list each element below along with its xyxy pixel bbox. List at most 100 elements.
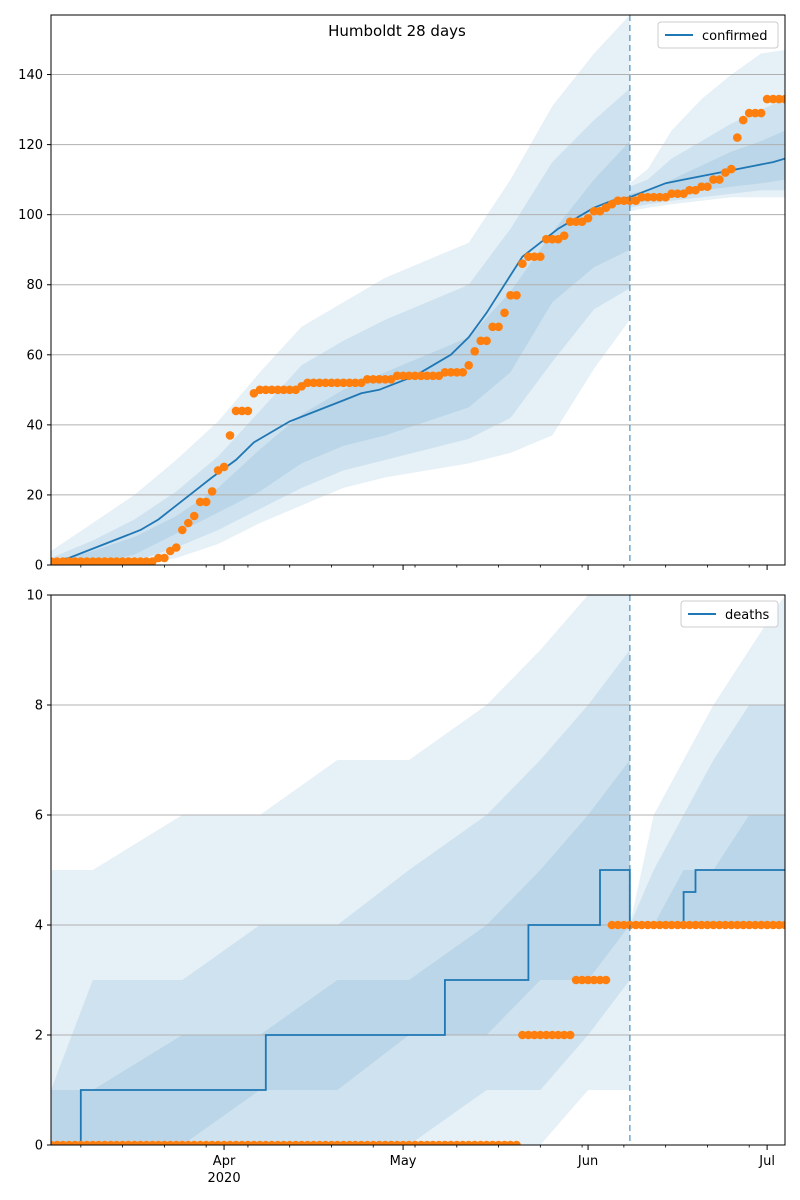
deaths-observed-point [780, 920, 785, 930]
confirmed-observed-point [285, 385, 295, 395]
deaths-ytick-label: 8 [35, 699, 43, 714]
xtick-year-label: 2020 [208, 1171, 241, 1186]
deaths-observed-point [721, 920, 730, 930]
deaths-observed-point [589, 975, 599, 985]
confirmed-observed-point [368, 375, 378, 384]
confirmed-observed-point [154, 553, 163, 563]
confirmed-observed-point [727, 164, 736, 174]
deaths-legend-label: deaths [725, 608, 770, 623]
confirmed-observed-point [345, 378, 354, 388]
confirmed-observed-point [613, 196, 623, 205]
confirmed-observed-point [476, 336, 486, 346]
deaths-band-inner [51, 760, 785, 1145]
confirmed-panel: 0 20 40 60 80 100 120 140 confirmed [18, 14, 786, 574]
deaths-observed-point [691, 920, 700, 930]
confirmed-observed-points [51, 94, 785, 565]
confirmed-observed-point [542, 234, 551, 244]
deaths-band-mid [51, 650, 785, 1145]
confirmed-observed-point [219, 462, 229, 472]
confirmed-observed-point [458, 368, 468, 377]
confirmed-legend: confirmed [657, 21, 779, 49]
confirmed-observed-point [440, 368, 450, 377]
confirmed-observed-point [685, 185, 694, 195]
confirmed-observed-point [261, 385, 271, 395]
confirmed-observed-point [428, 371, 438, 381]
deaths-observed-point [756, 920, 766, 930]
deaths-observed-point [738, 920, 748, 930]
confirmed-observed-point [279, 385, 289, 395]
confirmed-observed-point [530, 252, 539, 261]
confirmed-observed-point [512, 291, 521, 300]
deaths-observed-point [744, 920, 754, 930]
confirmed-observed-point [571, 217, 581, 226]
confirmed-observed-point [619, 196, 629, 205]
deaths-observed-point [715, 920, 724, 930]
confirmed-observed-point [380, 375, 390, 384]
deaths-ytick-label: 0 [35, 1139, 43, 1154]
confirmed-observed-point [649, 192, 658, 202]
confirmed-observed-point [416, 371, 426, 381]
confirmed-observed-point [738, 115, 748, 125]
confirmed-observed-point [243, 406, 253, 416]
confirmed-axes-frame [50, 14, 786, 566]
confirmed-observed-point [237, 406, 247, 416]
deaths-observed-point [607, 920, 617, 930]
deaths-observed-point [613, 920, 623, 930]
deaths-observed-point [667, 920, 676, 930]
confirmed-observed-point [494, 322, 503, 332]
deaths-observed-point [530, 1030, 539, 1040]
deaths-observed-point [649, 920, 658, 930]
confirmed-observed-point [583, 213, 593, 223]
deaths-observed-point [661, 920, 670, 930]
confirmed-ytick-label: 100 [18, 208, 43, 223]
confirmed-line [51, 157, 785, 563]
deaths-x-axis: Apr 2020 May Jun Jul [80, 1145, 775, 1186]
deaths-axes-frame [50, 594, 786, 1146]
deaths-observed-point [762, 920, 772, 930]
deaths-panel: 0 2 4 6 8 10 Apr 2020 May Jun Jul deaths [26, 589, 786, 1186]
confirmed-observed-point [774, 94, 784, 104]
deaths-observed-point [512, 1140, 521, 1145]
deaths-legend: deaths [680, 600, 779, 628]
deaths-observed-point [631, 920, 641, 930]
confirmed-observed-point [392, 371, 402, 381]
confirmed-observed-point [703, 182, 712, 191]
confirmed-observed-point [780, 94, 785, 104]
confirmed-legend-label: confirmed [702, 29, 768, 44]
confirmed-ytick-label: 60 [26, 348, 43, 363]
deaths-observed-point [709, 920, 718, 930]
confirmed-observed-point [762, 94, 772, 104]
confirmed-observed-point [267, 385, 277, 395]
confirmed-observed-point [637, 192, 647, 202]
confirmed-ytick-label: 0 [35, 559, 43, 574]
confirmed-gridlines [51, 74, 785, 496]
confirmed-observed-point [518, 259, 527, 269]
confirmed-observed-point [452, 368, 462, 377]
deaths-observed-point [637, 920, 647, 930]
confirmed-observed-point [184, 518, 193, 528]
deaths-observed-point [595, 975, 605, 985]
deaths-ytick-label: 2 [35, 1029, 43, 1044]
confirmed-observed-point [327, 378, 336, 388]
deaths-observed-point [559, 1030, 569, 1040]
confirmed-observed-point [750, 108, 760, 118]
confirmed-y-axis: 0 20 40 60 80 100 120 140 [18, 68, 51, 574]
confirmed-observed-point [410, 371, 420, 381]
confirmed-observed-point [339, 378, 348, 388]
confirmed-ytick-label: 40 [26, 418, 43, 433]
deaths-observed-point [577, 975, 587, 985]
confirmed-observed-point [709, 175, 718, 184]
confirmed-observed-point [667, 189, 676, 198]
confirmed-ytick-label: 140 [18, 68, 43, 83]
confirmed-ytick-label: 120 [18, 138, 43, 153]
confirmed-observed-point [172, 543, 181, 552]
confirmed-observed-point [643, 192, 652, 202]
confirmed-observed-point [189, 511, 199, 521]
confirmed-x-axis [80, 565, 768, 570]
deaths-observed-point [553, 1030, 563, 1040]
confirmed-observed-point [231, 406, 241, 416]
deaths-observed-point [703, 920, 712, 930]
deaths-ytick-label: 6 [35, 809, 43, 824]
confirmed-observed-point [160, 553, 169, 563]
confirmed-observed-point [673, 189, 682, 198]
